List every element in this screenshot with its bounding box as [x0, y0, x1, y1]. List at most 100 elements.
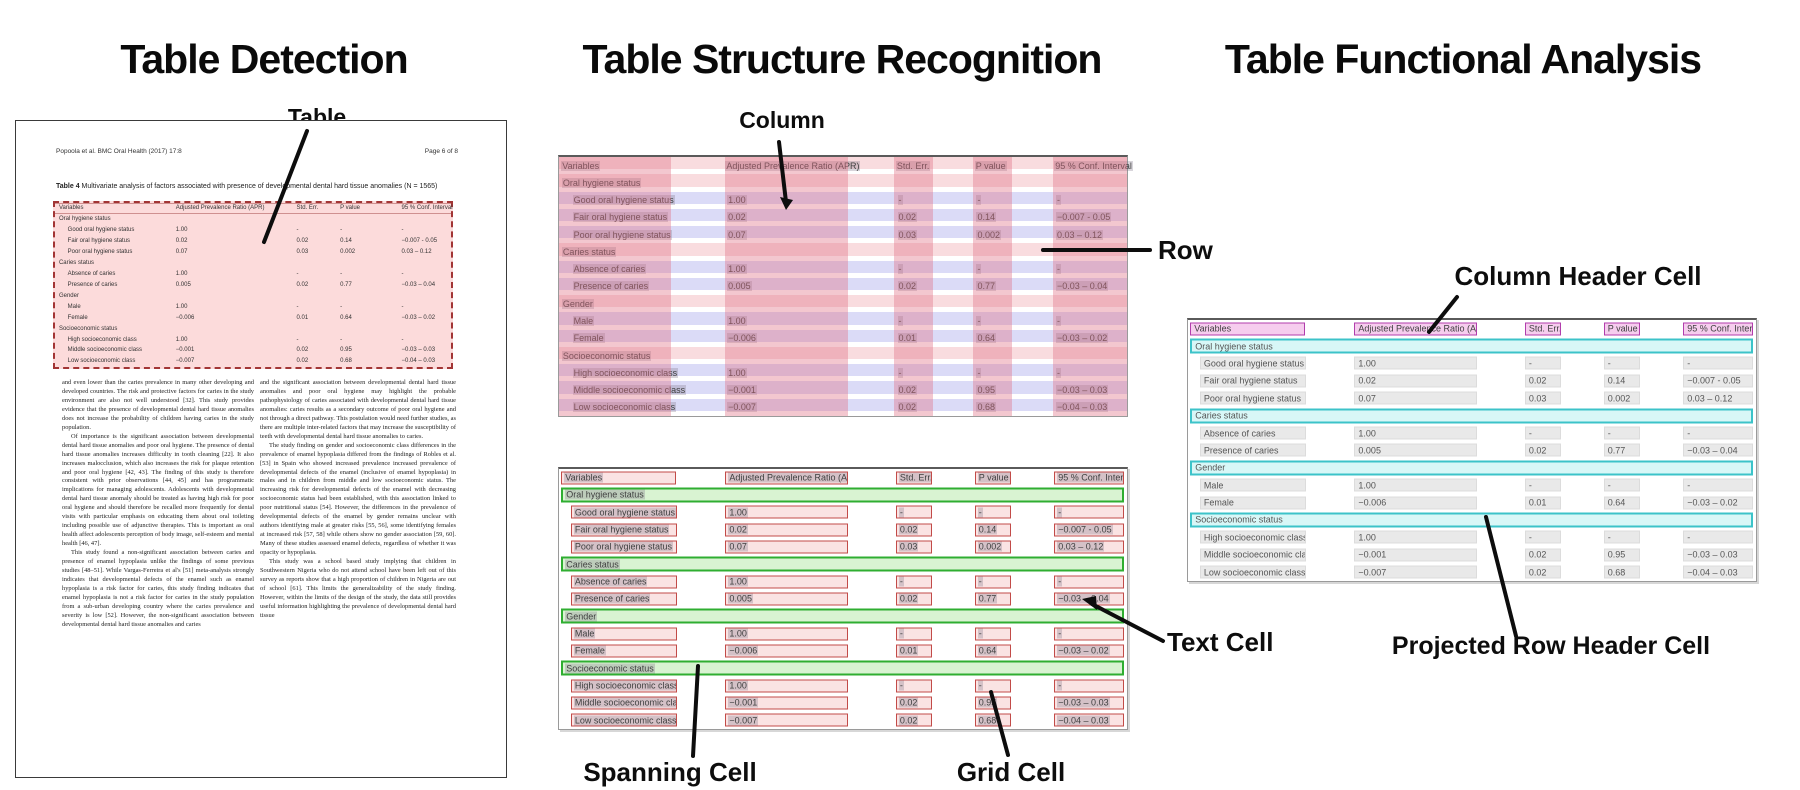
table-cell: Absence of caries: [67, 270, 116, 277]
cell-text: P value: [1607, 323, 1638, 334]
cell-text: Fair oral hygiene status: [1203, 375, 1298, 386]
table-cell: −0.03 – 0.02: [1056, 333, 1109, 344]
cell-text: 0.02: [1528, 445, 1547, 456]
cell-text: Good oral hygiene status: [573, 507, 676, 518]
table-cell: 0.14: [976, 212, 996, 223]
table-cell: Presence of caries: [572, 281, 650, 292]
grid-cell-box: -: [1683, 530, 1754, 544]
table-row: Caries status: [1188, 407, 1756, 424]
cell-text: 0.95: [976, 385, 996, 396]
cell-text: −0.006: [1358, 497, 1387, 508]
cell-text: 0.02: [1528, 549, 1547, 560]
cell-text: Presence of caries: [572, 281, 650, 292]
cell-text: -: [1528, 428, 1532, 439]
grid-cell-box: 0.14: [1603, 374, 1640, 388]
cell-text: 0.07: [728, 541, 748, 552]
cell-text: 1.00: [728, 507, 748, 518]
table-cell: Low socioeconomic class: [572, 402, 677, 413]
spanning-cell-box: Caries status: [561, 556, 1124, 572]
table-row: Good oral hygiene status 1.00 - - -: [559, 191, 1127, 209]
table-caption: Table 4 Multivariate analysis of factors…: [56, 183, 438, 190]
grid-cell-box: -: [1524, 426, 1561, 440]
table-row: Absence of caries 1.00 - - -: [559, 260, 1127, 278]
table-row: High socioeconomic class 1.00 - - -: [559, 677, 1127, 694]
table-row: Male 1.00 - - -: [55, 301, 451, 312]
table-cell: Poor oral hygiene status: [67, 249, 133, 256]
cell-text: 1.00: [1358, 428, 1376, 439]
row-band: [559, 381, 1127, 394]
cell-text: −0.03 – 0.04: [1056, 281, 1109, 292]
cell-text: 0.03: [897, 229, 918, 240]
structure-recognition-table: Variables Adjusted Prevalence Ratio (APR)…: [558, 155, 1133, 417]
table-row: Variables Adjusted Prevalence Ratio (APR)…: [55, 203, 453, 214]
table-row: Socioeconomic status: [559, 660, 1127, 677]
grid-cell-box: -: [1683, 478, 1754, 492]
cell-text: -: [1528, 480, 1532, 491]
row-band: [559, 329, 1127, 342]
grid-cell-box: 0.95: [1603, 548, 1640, 562]
cell-text: 1.00: [728, 680, 748, 691]
table-cell: 0.02: [296, 347, 309, 354]
grid-cell-box: 0.002: [1603, 391, 1640, 405]
cell-text: Gender: [1195, 462, 1226, 473]
cell-text: -: [977, 680, 983, 691]
cell-text: Socioeconomic status: [565, 663, 655, 674]
cell-text: −0.03 – 0.02: [1687, 497, 1738, 508]
column-header-cell-box: P value: [1603, 322, 1640, 336]
cell-text: 95 % Conf. Interval: [1057, 472, 1124, 483]
table-cell: -: [1056, 367, 1061, 378]
row-band: [559, 157, 1127, 170]
page-header-citation: Popoola et al. BMC Oral Health (2017) 17…: [56, 148, 182, 155]
grid-cell-box: −0.03 – 0.04: [1054, 592, 1125, 606]
cell-text: -: [1056, 316, 1061, 327]
grid-cell-box: Low socioeconomic class: [1199, 565, 1306, 579]
cell-text: Socioeconomic status: [1195, 514, 1283, 525]
grid-cell-box: -: [1524, 530, 1561, 544]
table-row: Middle socioeconomic class −0.001 0.02 0.95…: [1188, 546, 1756, 563]
table-row: Poor oral hygiene status 0.07 0.03 0.002 0.0…: [55, 247, 451, 258]
grid-cell-box: -: [1683, 426, 1754, 440]
table-row: Good oral hygiene status 1.00 - - -: [559, 504, 1127, 521]
table-row: Oral hygiene status: [559, 174, 1127, 191]
table-cell: −0.03 – 0.03: [1056, 385, 1109, 396]
cell-text: Good oral hygiene status: [1203, 358, 1304, 369]
table-row: Socioeconomic status: [1188, 511, 1756, 528]
grid-cell-box: -: [1603, 426, 1640, 440]
table-cell: 0.02: [296, 238, 309, 245]
table-row: Oral hygiene status: [1188, 337, 1756, 354]
table-cell: 0.03 – 0.12: [401, 249, 432, 256]
text-cell-label: Text Cell: [1167, 627, 1274, 657]
grid-cell-box: 0.01: [1524, 496, 1561, 510]
table-cell: -: [296, 270, 299, 277]
table-cell: Fair oral hygiene status: [67, 238, 131, 245]
table-cell: 0.68: [340, 358, 352, 365]
cell-text: -: [1056, 264, 1061, 275]
cell-text: Poor oral hygiene status: [572, 229, 672, 240]
cell-text: -: [976, 367, 982, 378]
cell-text: 1.00: [728, 576, 748, 587]
table-row: Gender: [559, 295, 1127, 312]
table-cell: 0.02: [727, 212, 747, 223]
cell-text: Middle socioeconomic class: [573, 697, 676, 708]
table-cell: High socioeconomic class: [572, 367, 679, 378]
table-cell: 1.00: [727, 316, 747, 327]
projected-row-header-cell-box: Caries status: [1190, 408, 1753, 424]
row-band: [559, 260, 1127, 273]
cell-text: −0.001: [728, 697, 759, 708]
table-cell: 0.03 – 0.12: [1056, 229, 1104, 240]
table-cell: Male: [572, 316, 595, 327]
spanning-cell-box: Oral hygiene status: [561, 487, 1124, 503]
grid-cell-box: 0.005: [725, 592, 849, 606]
cell-text: Std. Err.: [898, 472, 932, 483]
cell-text: 0.005: [728, 593, 753, 604]
cell-text: -: [1057, 576, 1063, 587]
cell-text: 0.07: [1358, 393, 1376, 404]
cell-text: Low socioeconomic class: [573, 715, 677, 726]
table-cell: 1.00: [175, 336, 188, 343]
cell-text: 1.00: [1358, 532, 1376, 543]
table-cell: -: [340, 336, 343, 343]
cell-text: High socioeconomic class: [1203, 532, 1306, 543]
cell-text: 0.02: [897, 385, 918, 396]
grid-cell-box: −0.007 - 0.05: [1054, 523, 1125, 537]
